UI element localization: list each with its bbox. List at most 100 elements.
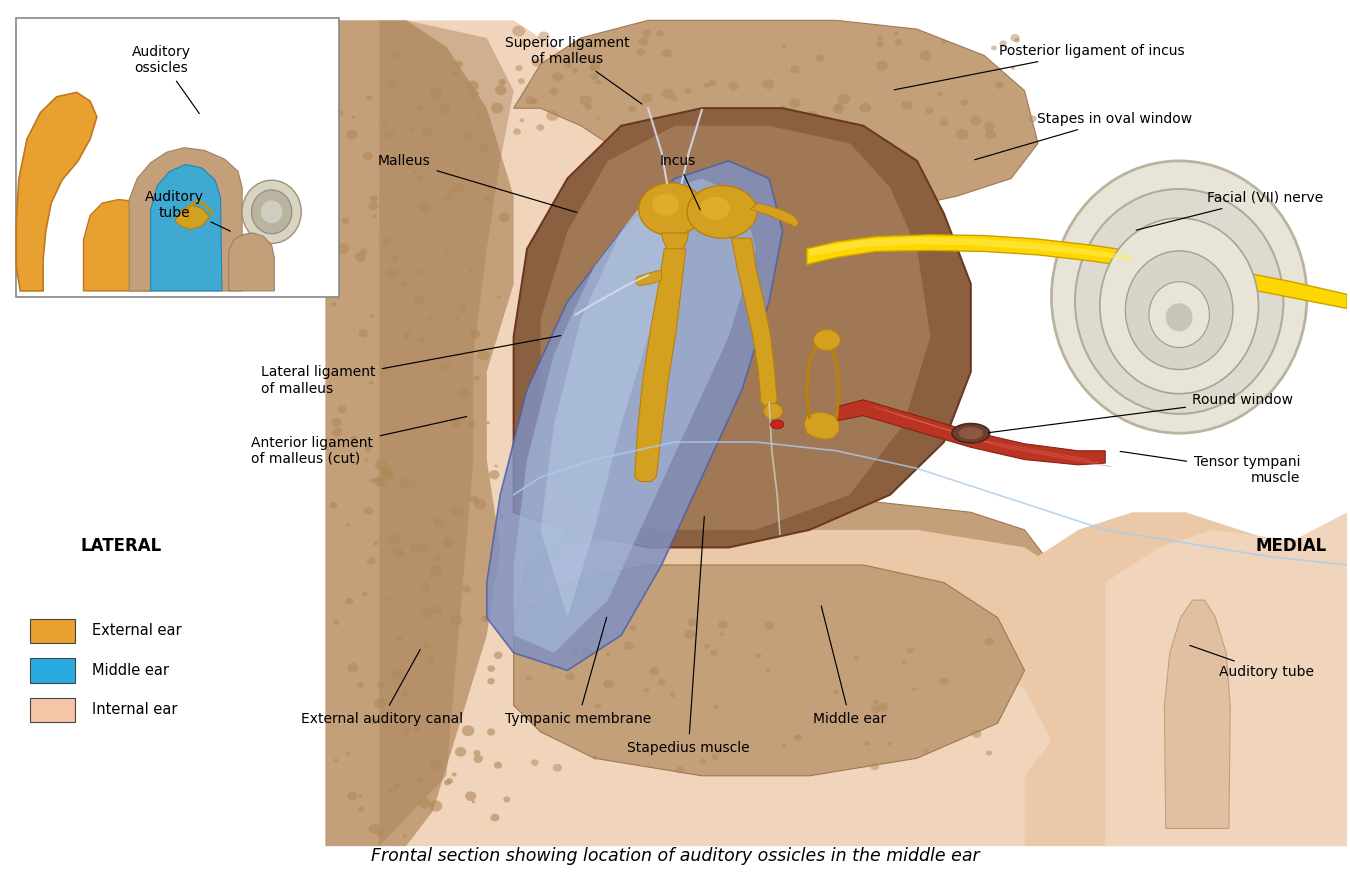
Ellipse shape [463, 132, 472, 140]
Ellipse shape [590, 639, 603, 651]
Ellipse shape [721, 593, 729, 599]
Ellipse shape [387, 534, 400, 545]
Polygon shape [634, 270, 662, 286]
Text: External auditory canal: External auditory canal [301, 650, 463, 726]
Text: Middle ear: Middle ear [813, 606, 887, 726]
Ellipse shape [684, 88, 691, 94]
Polygon shape [487, 161, 783, 670]
Ellipse shape [377, 476, 383, 482]
Polygon shape [151, 164, 221, 291]
Ellipse shape [333, 620, 339, 625]
Ellipse shape [590, 72, 599, 80]
Ellipse shape [359, 329, 369, 338]
Ellipse shape [922, 613, 927, 617]
Ellipse shape [486, 421, 490, 424]
Ellipse shape [386, 269, 398, 279]
Text: Incus: Incus [660, 154, 701, 210]
Ellipse shape [487, 678, 495, 684]
Ellipse shape [261, 201, 282, 224]
Ellipse shape [590, 56, 601, 65]
Ellipse shape [986, 751, 992, 756]
Ellipse shape [383, 366, 389, 371]
Ellipse shape [451, 418, 462, 427]
Ellipse shape [455, 167, 460, 171]
Ellipse shape [242, 180, 301, 243]
Ellipse shape [711, 126, 718, 133]
Ellipse shape [589, 65, 597, 72]
Text: Posterior ligament of incus: Posterior ligament of incus [894, 44, 1184, 90]
Ellipse shape [564, 62, 571, 68]
Ellipse shape [585, 104, 593, 110]
Ellipse shape [443, 537, 454, 546]
Ellipse shape [410, 543, 421, 553]
Ellipse shape [497, 296, 501, 299]
Ellipse shape [386, 598, 391, 602]
Ellipse shape [495, 85, 506, 95]
Ellipse shape [871, 763, 879, 770]
Ellipse shape [651, 615, 655, 619]
Ellipse shape [752, 659, 761, 667]
Polygon shape [805, 412, 838, 439]
Ellipse shape [329, 502, 338, 508]
Ellipse shape [487, 728, 495, 735]
Ellipse shape [427, 657, 435, 664]
Polygon shape [662, 232, 688, 253]
Ellipse shape [366, 95, 373, 101]
Ellipse shape [956, 129, 969, 140]
Ellipse shape [624, 641, 633, 650]
Text: Lateral ligament
of malleus: Lateral ligament of malleus [261, 336, 560, 396]
Ellipse shape [930, 659, 936, 663]
Ellipse shape [656, 31, 664, 37]
Ellipse shape [447, 778, 454, 784]
Polygon shape [379, 20, 513, 846]
Ellipse shape [336, 243, 350, 254]
Ellipse shape [401, 690, 409, 697]
Ellipse shape [788, 98, 801, 108]
Ellipse shape [362, 591, 367, 597]
Ellipse shape [393, 785, 398, 789]
Ellipse shape [498, 212, 510, 222]
Ellipse shape [518, 78, 525, 84]
Ellipse shape [950, 601, 957, 607]
Ellipse shape [641, 94, 652, 103]
Ellipse shape [701, 197, 730, 220]
Ellipse shape [779, 105, 786, 111]
Ellipse shape [718, 621, 728, 629]
Text: Tensor tympani
muscle: Tensor tympani muscle [1120, 452, 1300, 485]
Ellipse shape [1014, 38, 1021, 42]
Ellipse shape [474, 750, 481, 756]
Ellipse shape [504, 796, 510, 803]
Polygon shape [513, 530, 1106, 846]
Ellipse shape [662, 88, 674, 99]
Polygon shape [325, 20, 621, 248]
Ellipse shape [782, 743, 787, 747]
Ellipse shape [662, 49, 672, 57]
Ellipse shape [1026, 657, 1034, 663]
Ellipse shape [1100, 218, 1258, 393]
Ellipse shape [491, 103, 504, 113]
Ellipse shape [402, 834, 406, 838]
Ellipse shape [369, 717, 378, 725]
Ellipse shape [466, 80, 479, 91]
Ellipse shape [451, 614, 463, 625]
Ellipse shape [423, 643, 431, 650]
Polygon shape [634, 248, 686, 482]
Ellipse shape [378, 682, 385, 689]
Ellipse shape [479, 143, 489, 152]
Ellipse shape [526, 676, 532, 681]
Text: Auditory tube: Auditory tube [1189, 645, 1314, 679]
Ellipse shape [414, 295, 425, 305]
Ellipse shape [413, 170, 417, 174]
Ellipse shape [900, 101, 913, 110]
Polygon shape [513, 20, 1038, 214]
Bar [16, 18, 339, 297]
Ellipse shape [984, 638, 994, 645]
Polygon shape [16, 93, 97, 291]
Text: Auditory
tube: Auditory tube [146, 190, 231, 231]
Ellipse shape [775, 600, 779, 605]
Ellipse shape [363, 151, 373, 160]
Ellipse shape [428, 576, 432, 580]
Ellipse shape [429, 88, 441, 99]
Ellipse shape [433, 517, 444, 527]
Ellipse shape [373, 541, 378, 545]
